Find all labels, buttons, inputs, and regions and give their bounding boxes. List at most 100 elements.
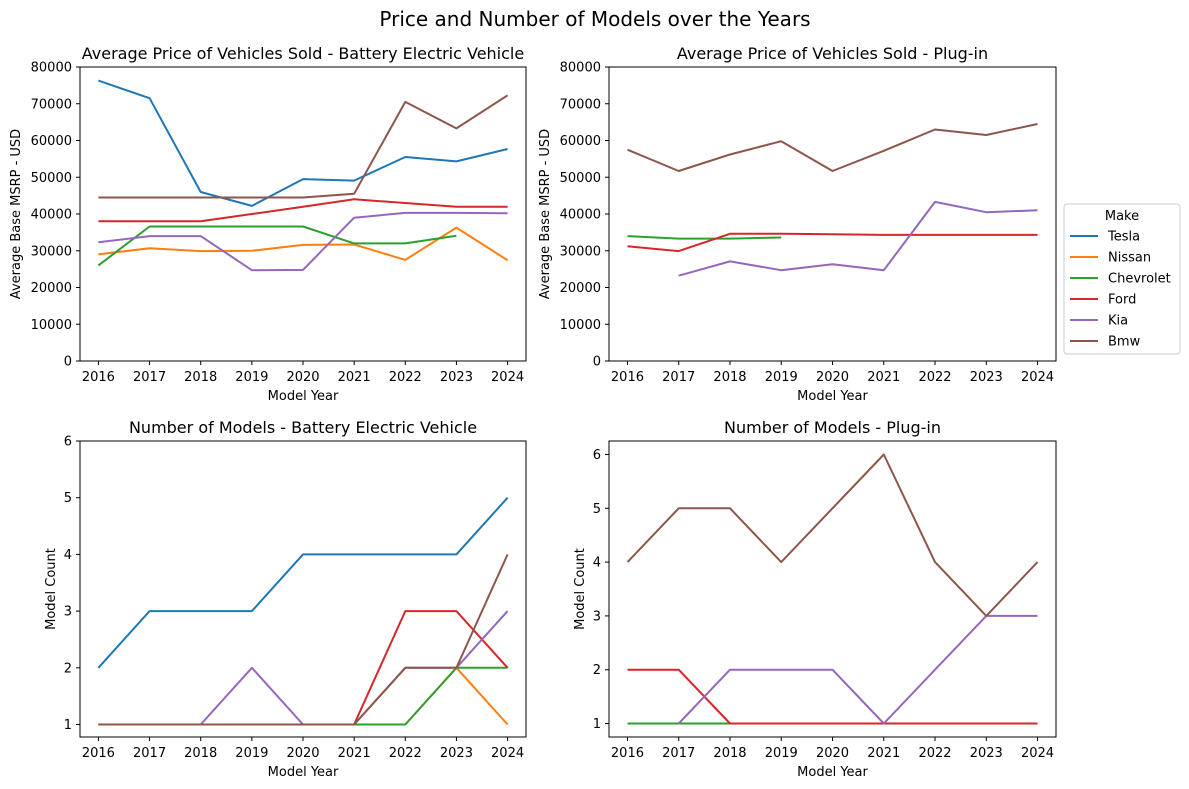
y-tick-label: 20000 — [31, 281, 72, 296]
series-line-chevrolet — [627, 235, 782, 240]
legend-label: Bmw — [1108, 335, 1141, 350]
y-tick-label: 4 — [593, 556, 601, 571]
y-tick-label: 70000 — [31, 97, 72, 112]
series-line-kia — [678, 200, 1038, 277]
series-line-chevrolet — [97, 225, 457, 267]
x-tick-label: 2017 — [133, 370, 166, 385]
series-line-tesla — [98, 79, 508, 207]
series-line-ford — [627, 232, 1038, 253]
x-tick-label: 2016 — [611, 746, 644, 761]
x-tick-label: 2022 — [918, 370, 951, 385]
y-tick-label: 10000 — [31, 318, 72, 333]
y-tick-label: 40000 — [560, 208, 601, 223]
chart-panels: Average Price of Vehicles Sold - Battery… — [9, 44, 1057, 780]
x-tick-label: 2020 — [816, 370, 849, 385]
x-tick-label: 2019 — [765, 370, 798, 385]
legend-label: Tesla — [1107, 230, 1140, 245]
x-tick-label: 2016 — [82, 746, 115, 761]
y-tick-label: 6 — [64, 435, 72, 450]
x-tick-label: 2023 — [970, 370, 1003, 385]
x-tick-label: 2024 — [1021, 746, 1054, 761]
x-tick-label: 2019 — [235, 370, 268, 385]
x-tick-label: 2018 — [184, 746, 217, 761]
y-axis-label: Average Base MSRP - USD — [538, 129, 553, 299]
y-tick-label: 20000 — [560, 281, 601, 296]
y-tick-label: 1 — [593, 717, 601, 732]
legend-item-ford: Ford — [1070, 293, 1136, 308]
x-tick-label: 2022 — [918, 746, 951, 761]
legend-item-bmw: Bmw — [1070, 335, 1141, 350]
x-tick-label: 2018 — [713, 746, 746, 761]
panel-title: Average Price of Vehicles Sold - Battery… — [82, 44, 524, 63]
legend: Make Tesla Nissan Chevrolet Ford Kia Bmw — [1063, 203, 1181, 355]
axes-frame — [79, 66, 527, 362]
x-tick-label: 2021 — [867, 370, 900, 385]
x-tick-label: 2020 — [286, 746, 319, 761]
x-tick-label: 2018 — [184, 370, 217, 385]
x-tick-label: 2016 — [82, 370, 115, 385]
y-tick-label: 30000 — [31, 244, 72, 259]
legend-item-chevrolet: Chevrolet — [1070, 272, 1171, 287]
y-tick-label: 3 — [64, 605, 72, 620]
series-line-kia — [677, 614, 1038, 725]
y-tick-label: 60000 — [31, 134, 72, 149]
y-tick-label: 6 — [593, 448, 601, 463]
y-tick-label: 30000 — [560, 244, 601, 259]
x-tick-label: 2023 — [440, 370, 473, 385]
x-tick-label: 2020 — [286, 370, 319, 385]
x-axis-label: Model Year — [797, 389, 868, 404]
x-tick-label: 2023 — [440, 746, 473, 761]
x-axis-label: Model Year — [268, 389, 339, 404]
x-tick-label: 2019 — [765, 746, 798, 761]
x-tick-label: 2017 — [133, 746, 166, 761]
y-tick-label: 50000 — [31, 171, 72, 186]
x-tick-label: 2020 — [816, 746, 849, 761]
series-line-kia — [98, 211, 508, 272]
figure-title: Price and Number of Models over the Year… — [379, 7, 810, 31]
x-tick-label: 2022 — [389, 746, 422, 761]
x-tick-label: 2018 — [713, 370, 746, 385]
panel-bev-models: Number of Models - Battery Electric Vehi… — [44, 418, 527, 780]
legend-item-nissan: Nissan — [1070, 251, 1151, 266]
axes-frame — [608, 66, 1057, 362]
x-tick-label: 2023 — [970, 746, 1003, 761]
legend-box — [1063, 203, 1181, 355]
series-line-chevrolet — [98, 666, 508, 726]
axes-frame — [79, 440, 527, 738]
x-tick-label: 2024 — [491, 370, 524, 385]
x-tick-label: 2017 — [662, 746, 695, 761]
y-tick-label: 2 — [593, 663, 601, 678]
y-tick-label: 2 — [64, 661, 72, 676]
series-line-bmw — [98, 553, 509, 726]
series-line-nissan — [98, 226, 509, 262]
y-tick-label: 3 — [593, 609, 601, 624]
y-tick-label: 5 — [593, 502, 601, 517]
y-axis-label: Average Base MSRP - USD — [9, 129, 24, 299]
y-tick-label: 1 — [64, 718, 72, 733]
series-line-bmw — [98, 94, 509, 199]
series-line-nissan — [98, 666, 509, 726]
x-axis-label: Model Year — [268, 765, 339, 780]
y-tick-label: 70000 — [560, 97, 601, 112]
legend-title: Make — [1105, 209, 1139, 224]
legend-item-tesla: Tesla — [1070, 230, 1140, 245]
legend-label: Chevrolet — [1108, 272, 1171, 287]
y-tick-label: 10000 — [560, 318, 601, 333]
y-tick-label: 60000 — [560, 134, 601, 149]
x-tick-label: 2017 — [662, 370, 695, 385]
series-line-bmw — [627, 123, 1038, 172]
y-tick-label: 4 — [64, 548, 72, 563]
x-axis-label: Model Year — [797, 765, 868, 780]
panel-title: Number of Models - Battery Electric Vehi… — [129, 418, 477, 437]
x-tick-label: 2016 — [611, 370, 644, 385]
y-tick-label: 0 — [593, 355, 601, 370]
y-tick-label: 80000 — [560, 61, 601, 76]
y-tick-label: 50000 — [560, 171, 601, 186]
y-axis-label: Model Count — [44, 548, 59, 630]
x-tick-label: 2024 — [1021, 370, 1054, 385]
series-line-bmw — [626, 453, 1039, 617]
panel-title: Number of Models - Plug-in — [724, 418, 941, 437]
x-tick-label: 2022 — [389, 370, 422, 385]
x-tick-label: 2021 — [338, 370, 371, 385]
